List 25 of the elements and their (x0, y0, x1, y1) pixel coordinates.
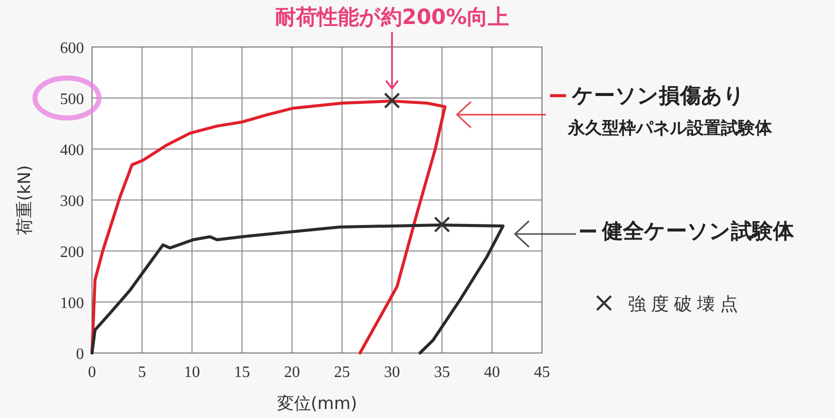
text: 耐荷性能が約200%向上 (275, 5, 509, 29)
y-tick-label: 100 (60, 295, 84, 312)
line-series (90, 100, 446, 354)
legend-label: ケーソン損傷あり (571, 84, 745, 108)
text: 永久型枠パネル設置試験体 (567, 118, 773, 139)
x-tick-label: 40 (484, 364, 500, 381)
y-tick-label: 600 (60, 40, 84, 57)
y-axis-title: 荷重(kN) (15, 165, 35, 235)
x-tick-label: 20 (284, 364, 300, 381)
x-tick-label: 0 (88, 364, 96, 381)
y-tick-label: 500 (60, 91, 84, 108)
y-tick-label: 200 (60, 244, 84, 261)
x-axis-title: 変位(mm) (276, 394, 358, 414)
y-tick-label: 300 (60, 193, 84, 210)
x-tick-label: 5 (138, 364, 146, 381)
legend-label: 強度破壊点 (628, 294, 743, 315)
x-tick-label: 35 (434, 364, 450, 381)
x-tick-label: 25 (334, 364, 350, 381)
x-tick-label: 10 (184, 364, 200, 381)
legend-label: 健全ケーソン試験体 (601, 219, 795, 244)
y-tick-label: 0 (76, 346, 84, 363)
x-tick-label: 45 (534, 364, 550, 381)
x-tick-label: 30 (384, 364, 400, 381)
y-tick-label: 400 (60, 142, 84, 159)
x-tick-label: 15 (234, 364, 250, 381)
